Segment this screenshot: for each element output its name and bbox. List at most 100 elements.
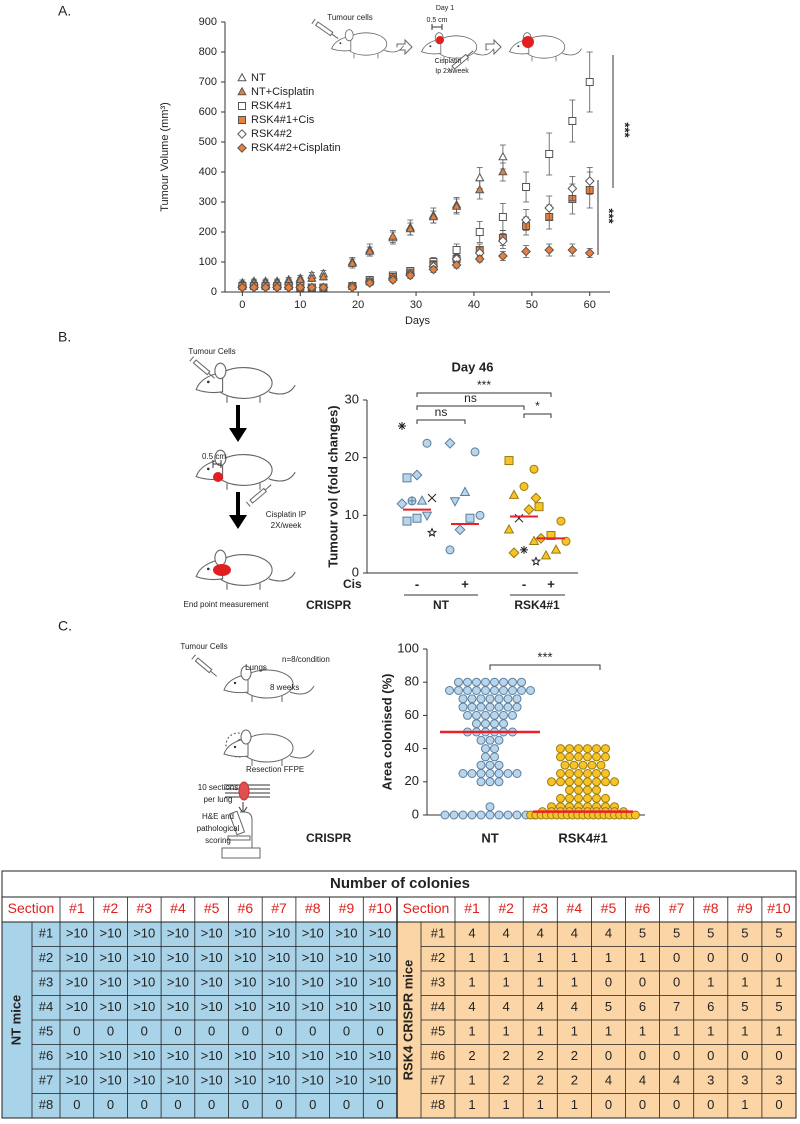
syringe [189,356,215,379]
table-cell: #7 [39,1073,53,1088]
table-cell: 1 [503,1024,510,1039]
mouse-eye [339,42,342,45]
point [574,752,583,762]
point [540,549,552,560]
y-tick-label: 40 [405,740,419,755]
point [528,535,540,545]
table-cell: 0 [741,950,748,965]
point [565,785,574,795]
significance: ns [464,391,477,405]
legend-label: RSK4#1 [251,100,292,112]
table-cell: 4 [673,1073,680,1088]
table-cell: 1 [639,950,646,965]
table-cell: >10 [335,1073,357,1088]
table-cell: 4 [503,999,510,1014]
inset-label: Tumour Cells [188,347,235,356]
point [474,254,485,264]
inset-label: Lungs [245,663,267,672]
point [490,744,499,754]
table-cell: >10 [234,999,256,1014]
mouse-tail [268,384,296,395]
point [520,545,528,554]
table-cell: #6 [39,1048,53,1063]
point [490,710,499,720]
table-cell: >10 [167,1048,189,1063]
x-tick-label: 60 [584,299,596,311]
inset-label: End point measurement [184,600,270,609]
table-header: Section [403,900,450,916]
x-tick-label: 0 [239,299,245,311]
tumour [213,564,231,576]
table-cell: 1 [537,975,544,990]
table-cell: >10 [335,926,357,941]
x-tick-label: 10 [294,299,306,311]
point [318,271,329,281]
table-cell: 1 [707,975,714,990]
inset-label: pathological [197,824,240,833]
point [452,246,461,254]
table-header: #10 [368,900,392,916]
table-cell: 5 [605,999,612,1014]
point [519,482,529,491]
y-tick-label: 300 [199,196,217,208]
table-cell: 0 [775,1097,782,1112]
point [574,769,583,778]
mouse-ear [214,449,227,467]
table-cell: >10 [268,950,290,965]
legend-label: RSK4#1+Cis [251,114,315,126]
table-cell: 5 [775,999,782,1014]
table-header: #2 [498,900,514,916]
point [567,245,578,255]
table-header: #4 [170,900,186,916]
table-cell: >10 [302,999,324,1014]
table-cell: >10 [100,1048,122,1063]
table-cell: >10 [302,1073,324,1088]
point [592,777,601,787]
table-cell: #2 [39,950,53,965]
point [451,201,462,210]
point [494,702,504,712]
point [318,282,329,293]
legend-label: RSK4#2 [251,128,292,140]
inset-label: Tumour Cells [180,642,227,651]
point [463,710,472,720]
point [574,785,583,795]
point [249,282,259,293]
table-cell: #6 [431,1048,445,1063]
table-cell: >10 [335,975,357,990]
table-cell: 4 [537,926,544,941]
table-cell: >10 [133,975,155,990]
point [428,211,439,221]
point [454,686,463,695]
point [467,810,477,820]
point [347,258,358,267]
table-cell: 7 [673,999,680,1014]
table-cell: 2 [571,1048,578,1063]
table-cell: #2 [431,950,445,965]
table-cell: 0 [73,1097,80,1112]
legend-marker [238,102,246,110]
point [476,777,486,787]
point [592,769,601,778]
arrow [229,405,247,442]
inset-label: H&E and [202,812,234,821]
table-cell: >10 [133,1073,155,1088]
point [465,513,475,523]
table-header: #10 [767,900,791,916]
y-tick-label: 60 [405,707,419,722]
point [529,464,539,474]
table-cell: 1 [468,1024,475,1039]
point [556,516,566,526]
y-tick-label: 30 [345,391,359,406]
table-cell: >10 [234,1073,256,1088]
table-cell: >10 [100,1073,122,1088]
x-axis-label: Days [405,315,431,327]
table-cell: 0 [73,1024,80,1039]
point [546,531,556,541]
table-cell: 0 [673,1097,680,1112]
significance-bracket [489,664,601,670]
mouse-legs [226,396,261,403]
table-cell: 1 [605,950,612,965]
table-cell: 1 [707,1024,714,1039]
point [272,282,283,293]
